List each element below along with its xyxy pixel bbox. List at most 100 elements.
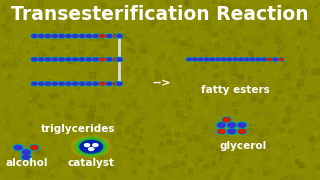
Circle shape (192, 58, 198, 61)
Circle shape (73, 58, 78, 61)
Circle shape (37, 34, 45, 38)
Text: glycerol: glycerol (220, 141, 267, 151)
Circle shape (198, 58, 203, 61)
Circle shape (218, 129, 225, 134)
Circle shape (58, 82, 65, 86)
Circle shape (107, 58, 112, 61)
Circle shape (71, 57, 79, 61)
Circle shape (85, 82, 92, 86)
Circle shape (59, 35, 64, 37)
Circle shape (249, 58, 256, 61)
Circle shape (21, 154, 32, 160)
Circle shape (59, 58, 64, 61)
Circle shape (216, 122, 227, 128)
Circle shape (186, 58, 192, 61)
Circle shape (31, 57, 38, 61)
Circle shape (112, 34, 120, 38)
Circle shape (112, 82, 120, 86)
Circle shape (73, 82, 78, 85)
Circle shape (99, 57, 106, 61)
Circle shape (278, 58, 284, 61)
Text: alcohol: alcohol (6, 158, 48, 168)
Circle shape (86, 58, 92, 61)
Circle shape (85, 57, 92, 61)
Circle shape (113, 35, 119, 37)
Circle shape (38, 35, 44, 37)
Circle shape (197, 58, 204, 61)
Circle shape (79, 58, 85, 61)
Circle shape (209, 58, 215, 61)
Circle shape (32, 58, 37, 61)
Circle shape (215, 58, 221, 61)
Circle shape (74, 137, 109, 157)
Circle shape (93, 35, 98, 37)
Circle shape (116, 34, 123, 38)
Circle shape (221, 58, 226, 61)
Circle shape (66, 35, 71, 37)
Circle shape (45, 35, 51, 37)
Circle shape (99, 82, 106, 86)
Circle shape (51, 82, 59, 86)
Circle shape (32, 82, 37, 85)
Circle shape (210, 58, 214, 61)
Circle shape (38, 58, 44, 61)
Circle shape (92, 57, 99, 61)
Circle shape (22, 150, 30, 154)
Circle shape (116, 57, 123, 61)
Circle shape (86, 82, 92, 85)
Circle shape (100, 82, 105, 85)
Circle shape (31, 34, 38, 38)
Circle shape (106, 34, 113, 38)
Circle shape (236, 128, 247, 134)
Circle shape (268, 58, 272, 61)
Circle shape (66, 82, 71, 85)
Circle shape (244, 58, 250, 61)
Circle shape (113, 58, 119, 61)
Circle shape (255, 58, 261, 61)
Circle shape (37, 82, 45, 86)
Circle shape (250, 58, 255, 61)
Circle shape (38, 82, 44, 85)
Circle shape (93, 82, 98, 85)
Circle shape (220, 58, 227, 61)
Circle shape (117, 35, 122, 37)
Circle shape (106, 82, 113, 86)
Circle shape (93, 58, 98, 61)
Circle shape (204, 58, 209, 61)
Circle shape (78, 34, 86, 38)
Circle shape (107, 82, 112, 85)
Circle shape (14, 145, 22, 150)
Circle shape (22, 155, 30, 159)
Circle shape (58, 57, 65, 61)
Circle shape (45, 58, 51, 61)
Circle shape (86, 35, 92, 37)
Circle shape (187, 58, 191, 61)
Circle shape (44, 82, 52, 86)
Circle shape (92, 82, 99, 86)
Circle shape (21, 149, 32, 155)
Circle shape (13, 145, 24, 151)
Circle shape (279, 58, 284, 61)
Text: Transesterification Reaction: Transesterification Reaction (11, 4, 309, 24)
Circle shape (227, 58, 232, 61)
Circle shape (221, 117, 232, 123)
Text: fatty esters: fatty esters (201, 85, 269, 95)
Circle shape (80, 140, 102, 153)
Circle shape (226, 122, 237, 128)
Circle shape (193, 58, 197, 61)
Circle shape (244, 58, 249, 61)
Circle shape (52, 58, 57, 61)
Circle shape (52, 82, 57, 85)
Circle shape (85, 34, 92, 38)
Circle shape (267, 58, 273, 61)
Circle shape (116, 82, 123, 86)
Circle shape (78, 82, 86, 86)
Circle shape (117, 58, 122, 61)
Circle shape (99, 34, 106, 38)
Circle shape (78, 57, 86, 61)
Circle shape (113, 82, 119, 85)
Circle shape (238, 129, 246, 134)
Circle shape (51, 34, 59, 38)
Circle shape (76, 138, 107, 155)
Circle shape (273, 58, 278, 61)
